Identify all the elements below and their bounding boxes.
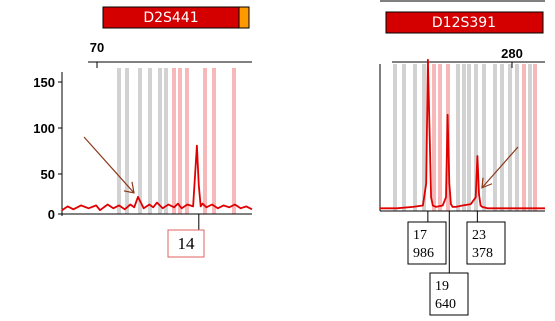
bin-stripe-0-6 <box>172 68 176 214</box>
allele-call-label: 19 <box>435 279 449 294</box>
bin-stripe-1-17 <box>528 64 532 211</box>
bin-stripe-1-8 <box>462 64 466 211</box>
bin-stripe-0-4 <box>158 68 162 214</box>
marker-bar-accent <box>239 7 249 28</box>
allele-call-height: 986 <box>413 246 434 261</box>
y-tick-label: 150 <box>33 75 55 90</box>
marker-label-d12s391: D12S391 <box>432 15 496 31</box>
bin-stripe-0-8 <box>185 68 189 214</box>
bin-stripe-0-10 <box>212 68 216 214</box>
allele-call-height: 640 <box>435 297 456 312</box>
y-tick-label: 50 <box>41 167 55 182</box>
bin-stripe-1-12 <box>493 64 497 211</box>
bin-stripe-0-11 <box>232 68 236 214</box>
bin-stripe-1-2 <box>413 64 417 211</box>
x-tick-label: 280 <box>501 46 523 61</box>
bin-stripe-1-7 <box>456 64 460 211</box>
bin-stripe-1-16 <box>522 64 526 211</box>
allele-call-label: 17 <box>413 228 427 243</box>
trace-layer <box>62 60 545 210</box>
bin-stripe-1-13 <box>500 64 504 211</box>
bin-stripe-1-9 <box>467 64 471 211</box>
allele-call-label: 23 <box>472 228 486 243</box>
signal-trace-d2s441 <box>62 146 252 211</box>
bin-stripe-0-5 <box>164 68 168 214</box>
x-tick-label: 70 <box>90 40 104 55</box>
bin-stripe-1-11 <box>482 64 486 211</box>
bin-stripe-0-0 <box>117 68 121 214</box>
bin-stripe-1-18 <box>533 64 537 211</box>
bin-stripe-1-1 <box>402 64 406 211</box>
bin-stripe-1-0 <box>393 64 397 211</box>
bin-stripe-0-9 <box>203 68 207 214</box>
bin-stripe-0-3 <box>148 68 152 214</box>
bin-stripe-0-7 <box>178 68 182 214</box>
bin-stripe-1-4 <box>432 64 436 211</box>
bin-stripe-1-15 <box>515 64 519 211</box>
y-tick-label: 100 <box>33 121 55 136</box>
bin-stripe-1-5 <box>438 64 442 211</box>
bin-stripe-0-2 <box>138 68 142 214</box>
y-tick-label: 0 <box>48 207 55 222</box>
allele-call-label: 14 <box>178 234 196 253</box>
marker-label-d2s441: D2S441 <box>143 10 198 26</box>
bin-stripe-1-14 <box>508 64 512 211</box>
bin-layer <box>117 64 537 214</box>
allele-call-height: 378 <box>472 246 493 261</box>
